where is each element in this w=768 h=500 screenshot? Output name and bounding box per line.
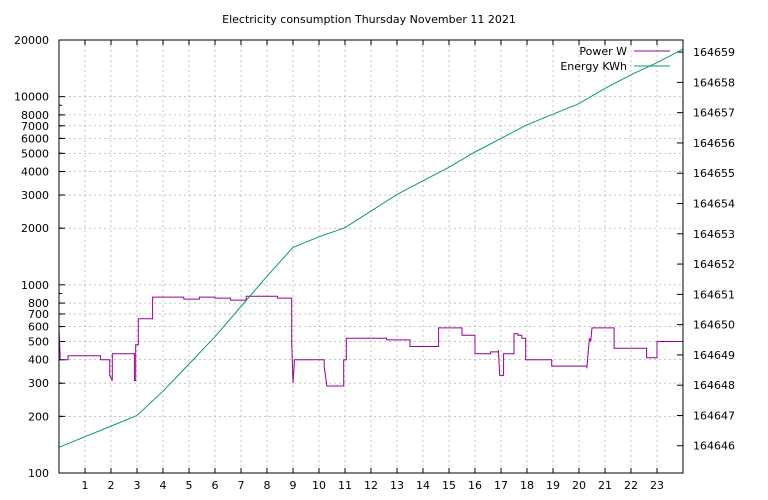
y-left-tick-label: 700: [28, 308, 49, 321]
y-left-tick-label: 500: [28, 335, 49, 348]
y-right-tick-label: 164657: [693, 107, 735, 120]
plot-frame: [58, 39, 684, 474]
y-left-tick-label: 1000: [21, 279, 49, 292]
x-tick-label: 19: [546, 479, 560, 492]
x-tick-label: 11: [338, 479, 352, 492]
y-right-tick-label: 164651: [693, 288, 735, 301]
y-right-tick-label: 164658: [693, 76, 735, 89]
legend: Power W Energy KWh: [560, 45, 670, 73]
y-right-tick-label: 164655: [693, 167, 735, 180]
x-tick-label: 12: [364, 479, 378, 492]
legend-label: Energy KWh: [560, 60, 627, 73]
x-tick-label: 21: [598, 479, 612, 492]
chart-title: Electricity consumption Thursday Novembe…: [222, 13, 516, 26]
y-left-tick-label: 100: [28, 467, 49, 480]
y-right-tick-label: 164648: [693, 379, 735, 392]
y-left-tick-label: 8000: [21, 109, 49, 122]
y-right-tick-label: 164649: [693, 349, 735, 362]
y-left-tick-label: 2000: [21, 222, 49, 235]
x-tick-label: 22: [624, 479, 638, 492]
x-tick-label: 6: [212, 479, 219, 492]
x-tick-label: 16: [468, 479, 482, 492]
x-tick-label: 15: [442, 479, 456, 492]
y-left-tick-label: 400: [28, 354, 49, 367]
y-left-tick-label: 200: [28, 410, 49, 423]
plot-series: [58, 48, 684, 448]
x-tick-label: 20: [572, 479, 586, 492]
y-right-tick-label: 164646: [693, 440, 735, 453]
tick-labels: 1 2 3 4 5 6 7 8 9 10 11 12 13 14 15 16 17 18 19 20 21 22 23100…: [14, 34, 735, 492]
y-right-tick-label: 164654: [693, 198, 735, 211]
y-left-tick-label: 10000: [14, 91, 49, 104]
series-line-energy-kwh: [58, 48, 684, 448]
x-tick-label: 10: [312, 479, 326, 492]
y-right-tick-label: 164652: [693, 258, 735, 271]
y-left-tick-label: 5000: [21, 147, 49, 160]
y-left-tick-label: 20000: [14, 34, 49, 47]
y-right-tick-label: 164656: [693, 137, 735, 150]
x-tick-label: 13: [390, 479, 404, 492]
y-left-tick-label: 3000: [21, 189, 49, 202]
y-right-tick-label: 164653: [693, 228, 735, 241]
x-tick-label: 8: [264, 479, 271, 492]
y-right-tick-label: 164659: [693, 46, 735, 59]
x-tick-label: 1: [82, 479, 89, 492]
x-tick-label: 3: [134, 479, 141, 492]
x-tick-label: 9: [290, 479, 297, 492]
x-tick-label: 7: [238, 479, 245, 492]
tick-marks: [59, 39, 683, 474]
grid-lines: [59, 39, 683, 474]
x-tick-label: 17: [494, 479, 508, 492]
legend-label: Power W: [579, 45, 627, 58]
x-tick-label: 2: [108, 479, 115, 492]
y-right-tick-label: 164647: [693, 409, 735, 422]
x-tick-label: 23: [650, 479, 664, 492]
y-left-tick-label: 7000: [21, 120, 49, 133]
x-tick-label: 18: [520, 479, 534, 492]
x-tick-label: 4: [160, 479, 167, 492]
series-line-power-w: [58, 295, 683, 387]
y-left-tick-label: 800: [28, 297, 49, 310]
x-tick-label: 5: [186, 479, 193, 492]
x-tick-label: 14: [416, 479, 430, 492]
y-right-tick-label: 164650: [693, 319, 735, 332]
y-left-tick-label: 4000: [21, 166, 49, 179]
y-left-tick-label: 6000: [21, 132, 49, 145]
y-left-tick-label: 600: [28, 321, 49, 334]
y-left-tick-label: 300: [28, 377, 49, 390]
